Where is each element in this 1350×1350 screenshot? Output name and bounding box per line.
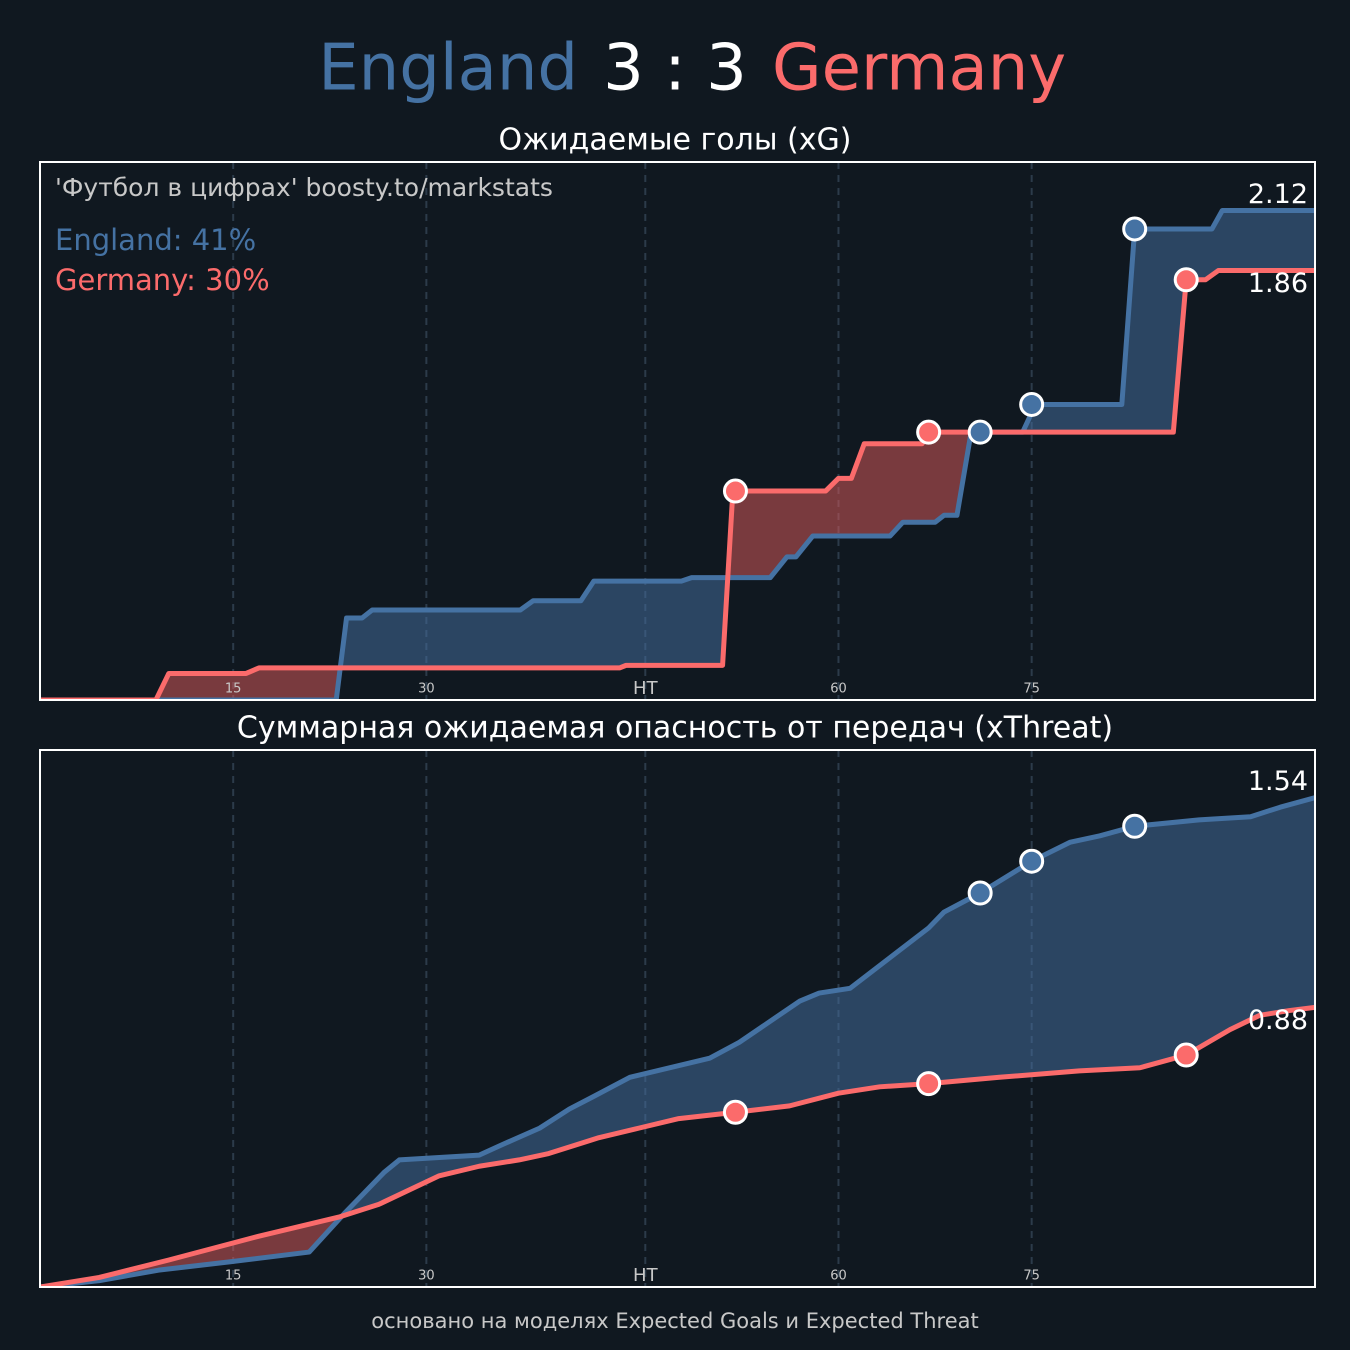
x-tick-label: 15: [225, 682, 242, 697]
x-tick-label: 60: [830, 1269, 847, 1284]
annotation: Germany: 30%: [55, 263, 270, 297]
lead-area: [40, 210, 1315, 700]
panel-frame: [39, 161, 1316, 701]
goal-marker: [916, 419, 942, 445]
lead-area: [40, 797, 1315, 1287]
x-tick-label: 30: [418, 682, 435, 697]
goal-marker: [967, 880, 993, 906]
away-team: Germany: [772, 32, 1066, 106]
x-tick-label: HT: [633, 1265, 659, 1286]
x-tick-label: 15: [225, 1269, 242, 1284]
series-line: [40, 795, 1315, 1287]
score: 3 : 3: [603, 32, 747, 106]
x-tick-label: 30: [418, 1269, 435, 1284]
annotation: England: 41%: [55, 223, 256, 257]
goal-marker: [1122, 216, 1148, 242]
x-tick-label: 75: [1023, 682, 1040, 697]
home-team: England: [318, 32, 578, 106]
annotation: 'Футбол в цифрах' boosty.to/markstats: [55, 173, 553, 202]
panel-title: Ожидаемые голы (xG): [499, 123, 852, 158]
goal-marker: [1173, 1042, 1199, 1068]
goal-marker: [722, 1099, 748, 1125]
goal-marker: [1122, 813, 1148, 839]
panel-title: Суммарная ожидаемая опасность от передач…: [237, 711, 1113, 746]
goal-marker: [916, 1071, 942, 1097]
goal-marker: [722, 478, 748, 504]
x-tick-label: HT: [633, 678, 659, 699]
goal-marker: [1019, 848, 1045, 874]
goal-marker: [967, 419, 993, 445]
end-value-label: 2.12: [1248, 179, 1308, 210]
panel-frame: [39, 749, 1316, 1288]
footer: основано на моделях Expected Goals и Exp…: [371, 1309, 978, 1333]
end-value-label: 0.88: [1248, 1005, 1308, 1036]
x-tick-label: 60: [830, 682, 847, 697]
end-value-label: 1.54: [1248, 766, 1308, 797]
series-line: [40, 207, 1315, 700]
plot: [40, 162, 1315, 700]
goal-marker: [1019, 391, 1045, 417]
series-line: [40, 268, 1315, 700]
goal-marker: [1173, 267, 1199, 293]
x-tick-label: 75: [1023, 1269, 1040, 1284]
end-value-label: 1.86: [1248, 268, 1308, 299]
